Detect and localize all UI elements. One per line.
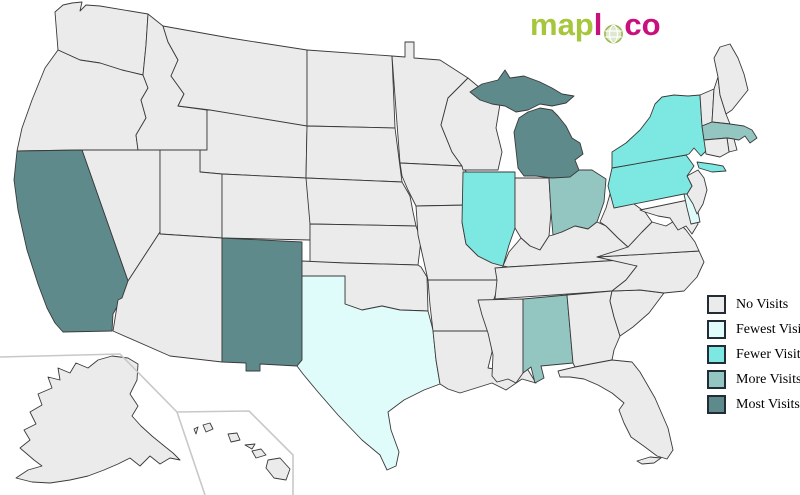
state-alaska xyxy=(15,355,181,484)
state-hawaii-niihau xyxy=(193,426,199,435)
state-michigan-lower xyxy=(513,107,584,179)
logo-text-l: l xyxy=(593,7,603,42)
legend-label-most-visits: Most Visits xyxy=(736,396,800,412)
legend-row-fewer-visits: Fewer Visits xyxy=(707,342,800,367)
legend-swatch-no-visits xyxy=(707,295,726,314)
maploco-logo[interactable]: map l co xyxy=(530,7,661,43)
state-hawaii-oahu xyxy=(227,432,241,443)
legend-label-more-visits: More Visits xyxy=(736,371,800,387)
globe-icon xyxy=(603,17,624,43)
legend-row-fewest-visits: Fewest Visits xyxy=(707,317,800,342)
legend-swatch-fewest-visits xyxy=(707,320,726,339)
state-hawaii-kauai xyxy=(202,422,214,433)
state-south-dakota xyxy=(305,125,403,183)
state-hawaii-molokai xyxy=(244,443,256,450)
state-north-dakota xyxy=(306,49,396,129)
logo-text-co: co xyxy=(624,7,661,42)
state-new-york-long-island xyxy=(696,161,727,173)
state-north-carolina xyxy=(596,250,705,294)
legend-row-most-visits: Most Visits xyxy=(707,392,800,417)
state-florida xyxy=(557,359,674,460)
state-connecticut xyxy=(703,137,730,158)
state-montana xyxy=(162,25,308,127)
state-kansas xyxy=(309,223,422,266)
legend-swatch-fewer-visits xyxy=(707,345,726,364)
state-new-mexico xyxy=(221,237,303,372)
state-hawaii-maui xyxy=(251,448,267,459)
legend-row-no-visits: No Visits xyxy=(707,292,800,317)
legend-label-fewest-visits: Fewest Visits xyxy=(736,321,800,337)
state-texas xyxy=(296,275,441,471)
alaska-inset-border xyxy=(0,353,206,495)
state-colorado xyxy=(221,173,311,241)
inset-boxes-layer xyxy=(0,353,294,495)
state-maine xyxy=(713,43,749,115)
state-new-york xyxy=(611,94,708,169)
state-hawaii-big-island xyxy=(265,457,291,481)
state-south-carolina xyxy=(609,289,665,337)
hawaii-inset-border xyxy=(176,410,294,495)
map-legend: No Visits Fewest Visits Fewer Visits Mor… xyxy=(707,292,800,417)
legend-row-more-visits: More Visits xyxy=(707,367,800,392)
state-florida-keys xyxy=(636,456,662,465)
legend-label-fewer-visits: Fewer Visits xyxy=(736,346,800,362)
state-nebraska xyxy=(305,177,417,227)
states-layer xyxy=(13,1,758,484)
logo-text-map: map xyxy=(530,7,594,42)
state-pennsylvania xyxy=(607,154,695,209)
state-michigan-upper xyxy=(469,69,575,113)
legend-swatch-most-visits xyxy=(707,395,726,414)
legend-swatch-more-visits xyxy=(707,370,726,389)
legend-label-no-visits: No Visits xyxy=(736,296,789,312)
